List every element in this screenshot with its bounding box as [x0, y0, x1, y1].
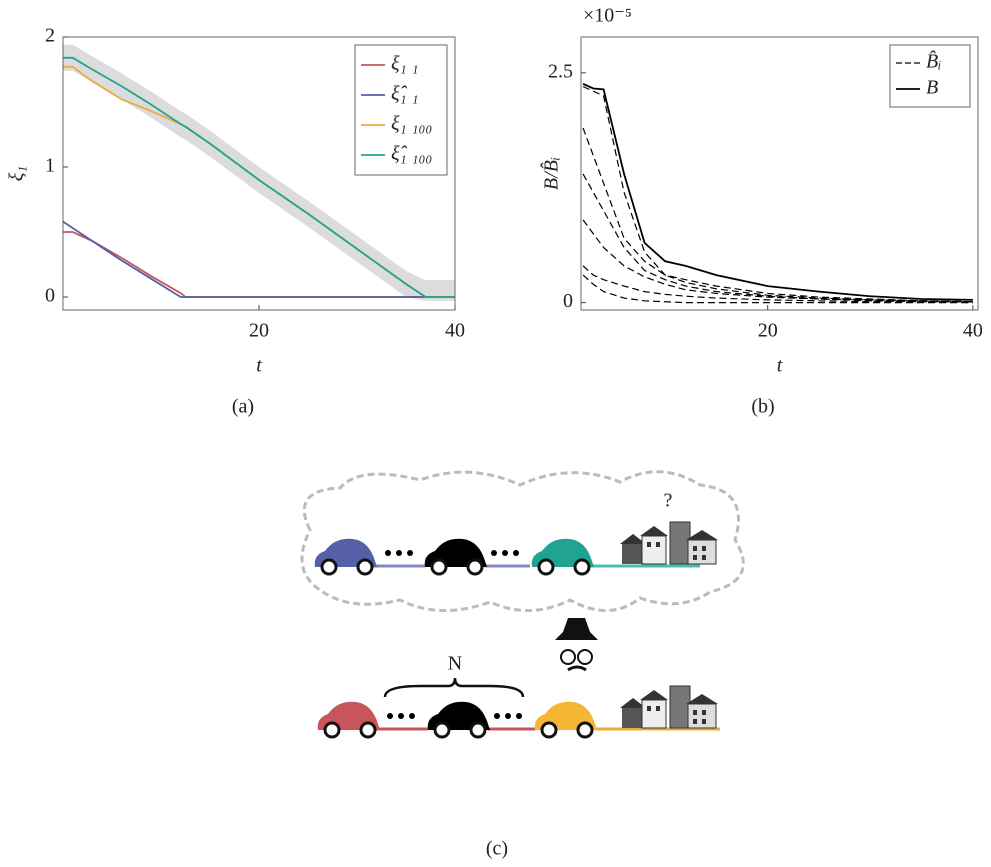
x-tick-label: 40 — [445, 320, 465, 342]
legend-label: B — [926, 77, 938, 99]
observer — [555, 618, 598, 672]
series-line — [582, 265, 973, 304]
diagram: ? N — [300, 470, 745, 739]
x-tick-label: 20 — [758, 320, 778, 342]
legend-label: ξ₁ ₁₀₀ — [391, 113, 432, 135]
houses — [619, 685, 719, 729]
series-line — [582, 173, 973, 303]
series-line — [582, 274, 973, 304]
car — [423, 537, 489, 576]
y-tick-label: 0 — [563, 290, 573, 312]
car — [426, 700, 492, 739]
question-mark: ? — [664, 490, 673, 512]
axis-multiplier: ×10⁻⁵ — [583, 5, 632, 27]
legend-box — [354, 44, 448, 176]
series-line — [582, 83, 973, 301]
legend-label: B̂ᵢ — [926, 49, 941, 72]
series-line — [63, 56, 455, 298]
uncertainty-band — [63, 44, 455, 301]
y-tick-label: 2.5 — [548, 60, 573, 82]
y-axis-label: ξ₁ — [6, 166, 28, 182]
legend-label: ξ₁ ₁ — [391, 53, 418, 75]
legend-box — [889, 44, 971, 108]
x-axis-label: t — [256, 355, 262, 377]
series-line — [63, 220, 455, 298]
y-tick-label: 1 — [45, 155, 55, 177]
series-line — [582, 86, 973, 303]
series-line — [582, 219, 973, 303]
x-axis-label: t — [777, 355, 783, 377]
y-tick-label: 0 — [45, 285, 55, 307]
plot-frame — [580, 36, 979, 311]
car — [533, 700, 599, 739]
y-tick-label: 2 — [45, 25, 55, 47]
car — [316, 700, 382, 739]
caption: (b) — [751, 396, 774, 418]
car — [530, 537, 596, 576]
group-label: N — [448, 653, 462, 675]
x-tick-label: 40 — [963, 320, 983, 342]
x-tick-label: 20 — [249, 320, 269, 342]
houses — [619, 521, 719, 565]
y-axis-label: B/B̂ᵢ — [539, 157, 562, 190]
caption: (a) — [232, 396, 254, 418]
legend-label: ξ̂₁ ₁₀₀ — [391, 143, 432, 165]
charts: 20 40 0 1 2 t ξ₁ ξ₁ ₁ ξ̂₁ ₁ ξ₁ ₁₀₀ ξ̂₁ ₁₀₀ 20 40 0 2.5… — [6, 5, 983, 377]
caption: (c) — [486, 838, 508, 860]
legend-label: ξ̂₁ ₁ — [391, 83, 418, 105]
thought-cloud — [300, 470, 745, 612]
car — [313, 537, 379, 576]
brace — [383, 677, 525, 698]
